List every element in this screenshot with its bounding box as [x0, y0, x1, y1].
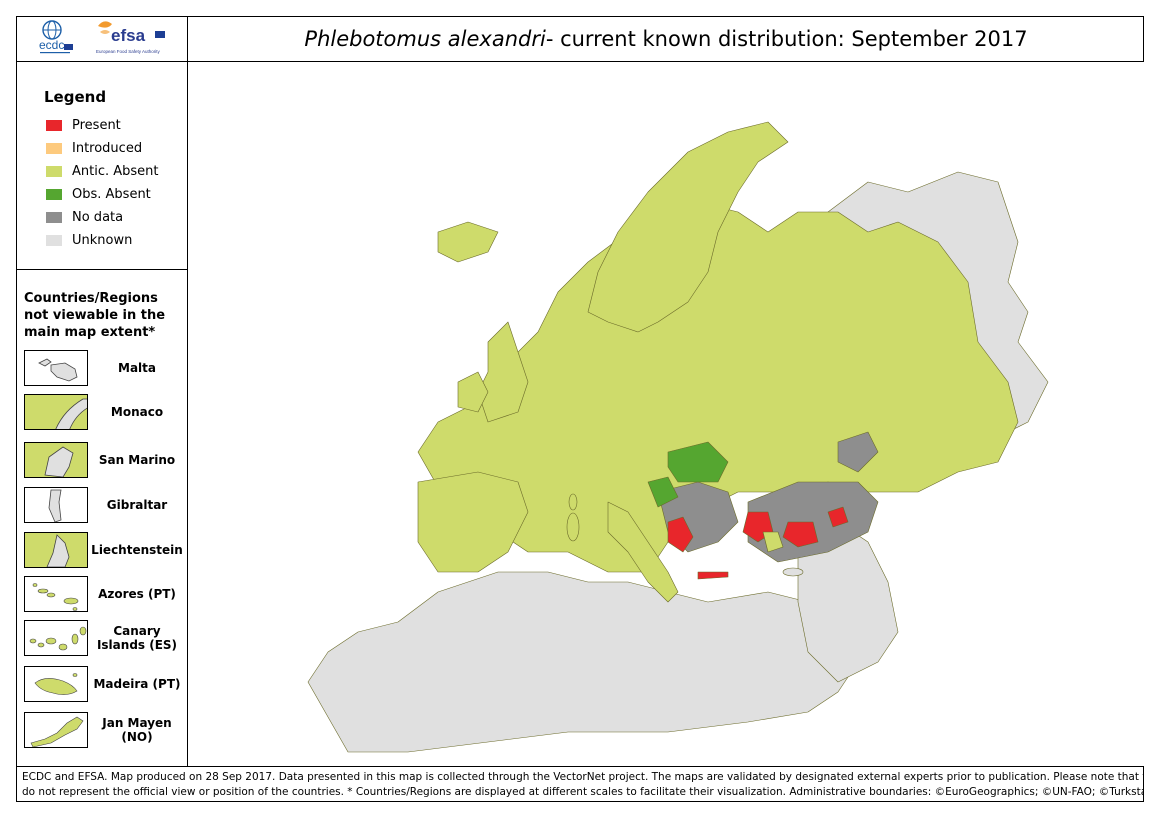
logo-area: ecdc efsa European Food Safety Authority [16, 16, 188, 62]
legend-item-no-data: No data [46, 209, 123, 225]
legend-label: Introduced [72, 140, 143, 156]
legend-item-obs-absent: Obs. Absent [46, 186, 151, 202]
inset-map-canary-islands [24, 620, 88, 656]
inset-map-madeira [24, 666, 88, 702]
turkey-present-south [782, 521, 819, 548]
sidebar: Legend Present Introduced Antic. Absent … [16, 62, 188, 766]
inset-map-jan-mayen [24, 712, 88, 748]
ecdc-wordmark: ecdc [39, 38, 64, 52]
efsa-logo: efsa European Food Safety Authority [96, 21, 165, 54]
north-africa [307, 571, 879, 753]
scandinavia [587, 121, 789, 333]
inset-label: Madeira (PT) [93, 677, 181, 691]
turkey-present-east [827, 506, 849, 528]
ecdc-logo: ecdc [39, 20, 73, 54]
sardinia [566, 512, 580, 542]
title-rest: - current known distribution: September … [545, 27, 1028, 51]
inset-label: Liechtenstein [91, 543, 183, 557]
legend-label: No data [72, 209, 124, 225]
footer-disclaimer: ECDC and EFSA. Map produced on 28 Sep 20… [16, 766, 1144, 802]
swatch-obs-absent [46, 188, 62, 200]
greece-present [667, 516, 694, 553]
inset-gibraltar: Gibraltar [24, 487, 186, 527]
inset-map-liechtenstein [24, 532, 88, 568]
inset-liechtenstein: Liechtenstein [24, 532, 186, 572]
logos-graphic: ecdc efsa European Food Safety Authority [39, 20, 165, 54]
legend-item-antic-absent: Antic. Absent [46, 163, 159, 179]
legend-label: Obs. Absent [72, 186, 151, 202]
inset-map-gibraltar [24, 487, 88, 523]
crete-present [697, 571, 729, 580]
corsica [568, 493, 578, 511]
legend-label: Unknown [72, 232, 133, 248]
main-map [188, 62, 1144, 766]
swatch-antic-absent [46, 165, 62, 177]
inset-label: Monaco [110, 405, 164, 419]
inset-madeira: Madeira (PT) [24, 666, 186, 706]
regions-title: Countries/Regions not viewable in the ma… [24, 291, 166, 340]
efsa-subtitle: European Food Safety Authority [96, 49, 161, 54]
legend-panel: Legend Present Introduced Antic. Absent … [16, 62, 187, 270]
swatch-unknown [46, 234, 62, 246]
legend-item-introduced: Introduced [46, 140, 142, 156]
iberia [417, 471, 529, 573]
inset-monaco: Monaco [24, 394, 186, 434]
legend-label: Present [72, 117, 121, 133]
legend-label: Antic. Absent [72, 163, 159, 179]
inset-map-monaco [24, 394, 88, 430]
cyprus [782, 567, 804, 577]
caucasus-no-data [837, 431, 879, 473]
inset-label: Canary Islands (ES) [96, 624, 178, 652]
inset-label: Gibraltar [106, 498, 168, 512]
inset-map-san-marino [24, 442, 88, 478]
page-title: Phlebotomus alexandri - current known di… [188, 16, 1144, 62]
legend-item-unknown: Unknown [46, 232, 132, 248]
ireland [457, 371, 489, 413]
great-britain [477, 321, 529, 423]
iceland [437, 221, 499, 263]
legend-item-present: Present [46, 117, 121, 133]
inset-label: Azores (PT) [98, 587, 176, 601]
swatch-no-data [46, 211, 62, 223]
swatch-present [46, 119, 62, 131]
inset-canary-islands: Canary Islands (ES) [24, 620, 186, 660]
footer-line-1: ECDC and EFSA. Map produced on 28 Sep 20… [22, 771, 1144, 783]
inset-label: Jan Mayen (NO) [102, 716, 172, 744]
legend-title: Legend [44, 88, 107, 106]
inset-malta: Malta [24, 350, 186, 390]
header-bar [16, 16, 1144, 62]
map-canvas [307, 121, 1049, 753]
inset-label: Malta [118, 361, 156, 375]
inset-map-azores [24, 576, 88, 612]
romania-obs-absent [667, 441, 729, 483]
inset-map-malta [24, 350, 88, 386]
balkan-obs-absent [647, 476, 679, 508]
inset-jan-mayen: Jan Mayen (NO) [24, 712, 186, 752]
species-name: Phlebotomus alexandri [304, 27, 546, 51]
swatch-introduced [46, 142, 62, 154]
inset-azores: Azores (PT) [24, 576, 186, 616]
antic-absent-turkey [762, 531, 784, 553]
efsa-wordmark: efsa [111, 26, 146, 45]
footer-line-2: do not represent the official view or po… [22, 786, 1144, 798]
inset-label: San Marino [98, 453, 176, 467]
inset-san-marino: San Marino [24, 442, 186, 482]
italy [607, 501, 679, 603]
